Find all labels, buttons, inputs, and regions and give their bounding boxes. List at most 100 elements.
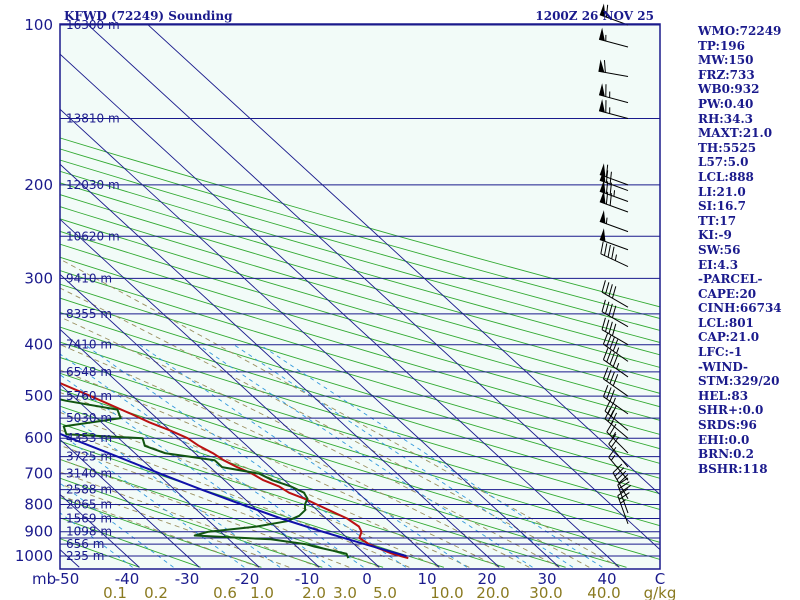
height-label: 656 m	[66, 537, 104, 551]
barb-full	[612, 354, 619, 367]
isotherm	[60, 328, 320, 568]
barb-staff	[601, 329, 629, 346]
barb-pennant	[599, 99, 605, 113]
barb-staff	[603, 359, 629, 378]
barb-full	[604, 407, 611, 420]
index-item: SHR+:0.0	[698, 403, 764, 418]
wind-barb	[617, 477, 632, 514]
mixing-ratio-label: 0.2	[144, 584, 168, 600]
barb-full	[605, 164, 609, 178]
dry-adiabat	[60, 159, 660, 331]
mixing-ratio-label: 0.6	[213, 584, 237, 600]
grid-lines	[60, 24, 660, 568]
height-label: 7410 m	[66, 338, 112, 352]
x-unit-label: mb	[32, 570, 56, 588]
barb-full	[606, 369, 612, 382]
barb-full	[601, 280, 606, 293]
dry-adiabat	[60, 326, 660, 510]
dry-adiabat	[60, 194, 660, 368]
dry-adiabat	[60, 297, 660, 479]
dry-adiabat	[60, 206, 660, 381]
barb-half	[605, 217, 608, 224]
wind-barb	[601, 299, 629, 328]
height-label: 3140 m	[66, 467, 112, 481]
wind-barb	[599, 169, 629, 192]
barb-staff	[606, 431, 629, 454]
height-label: 235 m	[66, 549, 104, 563]
dry-adiabat	[60, 389, 627, 568]
barb-pennant	[599, 169, 606, 183]
barb-full	[612, 374, 619, 387]
isotherm	[60, 218, 440, 568]
moist-adiabat	[60, 429, 410, 568]
isotherm	[86, 24, 660, 551]
mixing-ratio-label: 1.0	[250, 584, 274, 600]
barb-staff	[608, 456, 629, 481]
barb-staff	[604, 410, 629, 431]
wind-barb	[604, 407, 629, 439]
barb-half	[610, 455, 616, 461]
temperature-line	[60, 382, 409, 560]
barb-full	[605, 191, 609, 205]
wind-barb	[598, 59, 629, 77]
barb-full	[606, 350, 612, 363]
barb-full	[614, 467, 625, 477]
barb-full	[620, 485, 632, 493]
barb-staff	[612, 472, 629, 499]
barb-full	[616, 470, 627, 481]
dry-adiabat	[60, 517, 201, 568]
isotherm	[146, 24, 660, 496]
index-item: BSHR:118	[698, 461, 768, 476]
isotherm	[60, 273, 380, 568]
index-item: SI:16.7	[698, 199, 746, 214]
height-label: 3725 m	[66, 450, 112, 464]
barb-staff	[601, 311, 629, 328]
barb-full	[618, 492, 630, 500]
mixing-ratio-label: 2.0	[302, 584, 326, 600]
barb-pennant	[599, 210, 606, 224]
barb-full	[603, 60, 606, 73]
index-item: TP:196	[698, 38, 746, 53]
moist-adiabat	[60, 458, 350, 568]
mixing-ratio-line	[60, 408, 281, 568]
barb-full	[618, 474, 629, 484]
temperature-tick-label: -30	[175, 570, 200, 588]
index-item: CINH:66734	[698, 301, 782, 316]
height-label: 1098 m	[66, 525, 112, 539]
dry-adiabat	[60, 148, 660, 319]
barb-staff	[598, 110, 629, 119]
index-item: RH:34.3	[698, 111, 753, 126]
sounding-index-list: WMO:72249 TP:196 MW:150 FRZ:733 WB0:932 PW:0.…	[698, 24, 800, 476]
mixing-ratio-label: 40.0	[587, 584, 620, 600]
barb-full	[606, 387, 612, 400]
barb-pennant	[599, 179, 606, 194]
barb-full	[611, 246, 615, 260]
barb-full	[618, 481, 630, 490]
height-label: 10620 m	[66, 229, 120, 243]
wind-barb	[601, 280, 629, 308]
barb-full	[611, 305, 617, 318]
temperature-tick-label: 0	[362, 570, 372, 588]
mixing-ratio-line	[139, 344, 468, 568]
height-label: 12030 m	[66, 178, 120, 192]
barb-full	[608, 303, 613, 316]
height-label: 4353 m	[66, 431, 112, 445]
barb-full	[609, 337, 615, 349]
temperature-tick-label: -50	[55, 570, 80, 588]
temperature-tick-label: 30	[537, 570, 556, 588]
dry-adiabat	[60, 283, 660, 464]
dry-adiabat	[60, 477, 323, 568]
wind-barb	[602, 332, 629, 362]
barb-full	[605, 170, 609, 183]
barb-full	[609, 389, 615, 402]
barb-full	[606, 421, 614, 433]
barb-staff	[617, 495, 629, 525]
dry-adiabat	[60, 137, 660, 308]
pressure-tick-label: 800	[24, 496, 53, 514]
index-item: HEL:83	[698, 388, 749, 403]
pressure-tick-label: 1000	[15, 547, 53, 565]
barb-half	[620, 499, 626, 504]
barb-staff	[617, 484, 629, 514]
barb-full	[608, 433, 617, 445]
isotherm	[60, 53, 620, 568]
